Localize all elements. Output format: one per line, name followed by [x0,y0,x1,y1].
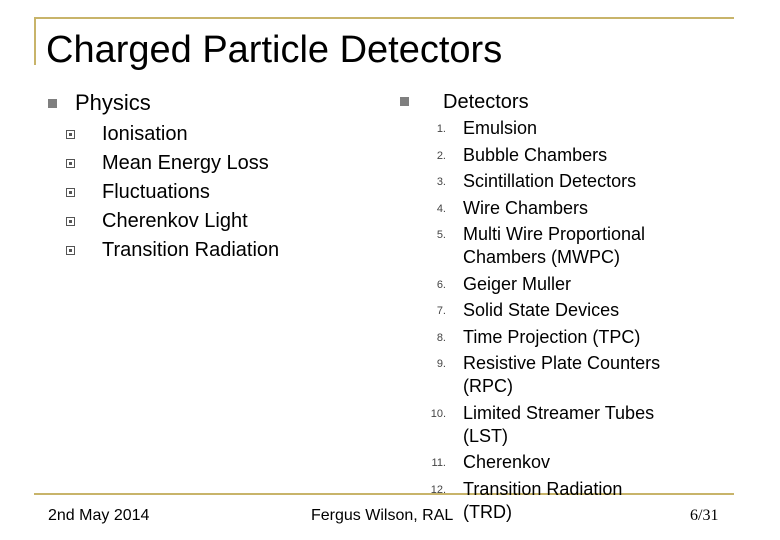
list-item-text: Emulsion [463,118,538,138]
detectors-heading: Detectors [443,91,529,113]
physics-bullet-icon [48,99,57,108]
list-number: 7. [436,305,446,317]
list-number: 3. [436,176,446,188]
checkbox-bullet-icon [66,159,75,168]
list-item-text: Multi Wire Proportional [463,224,646,244]
list-number: 4. [436,202,446,215]
list-item-text: Scintillation Detectors [463,171,637,191]
list-number: 8. [436,331,446,344]
page-number: 6/31 [690,507,719,524]
detectors-bullet-icon [400,97,409,106]
frame-top-line [34,17,734,19]
list-number: 10. [430,407,446,420]
frame-bottom-line [34,493,734,495]
list-item-text: (RPC) [463,376,513,396]
list-item-text: Resistive Plate Counters [463,353,661,373]
list-number: 1. [436,123,446,135]
checkbox-bullet-icon [66,246,75,255]
list-item-text: Solid State Devices [463,300,620,320]
list-item-text: Bubble Chambers [463,144,608,165]
list-item-text: Geiger Muller [463,273,572,294]
list-number: 11. [431,457,446,469]
list-number: 5. [436,229,446,241]
list-item-text: Wire Chambers [463,197,589,218]
frame-left-line [34,17,36,65]
list-item-text: (TRD) [463,501,512,522]
list-item-text: Chambers (MWPC) [463,247,621,267]
list-item-text: Cherenkov [463,452,551,472]
list-number: 12. [430,483,446,496]
list-item-text: Transition Radiation [463,478,623,499]
list-item-text: Limited Streamer Tubes [463,402,655,423]
checkbox-bullet-icon [66,130,75,139]
footer-date: 2nd May 2014 [48,507,150,524]
list-item-text: (LST) [463,425,508,446]
footer-author: Fergus Wilson, RAL [311,507,454,524]
checkbox-bullet-icon [66,188,75,197]
list-number: 9. [436,358,446,370]
list-item-text: Time Projection (TPC) [463,326,641,347]
slide-title: Charged Particle Detectors [46,29,503,71]
checkbox-bullet-icon [66,217,75,226]
list-number: 6. [436,278,446,291]
list-number: 2. [436,149,446,162]
physics-heading: Physics [75,90,151,115]
